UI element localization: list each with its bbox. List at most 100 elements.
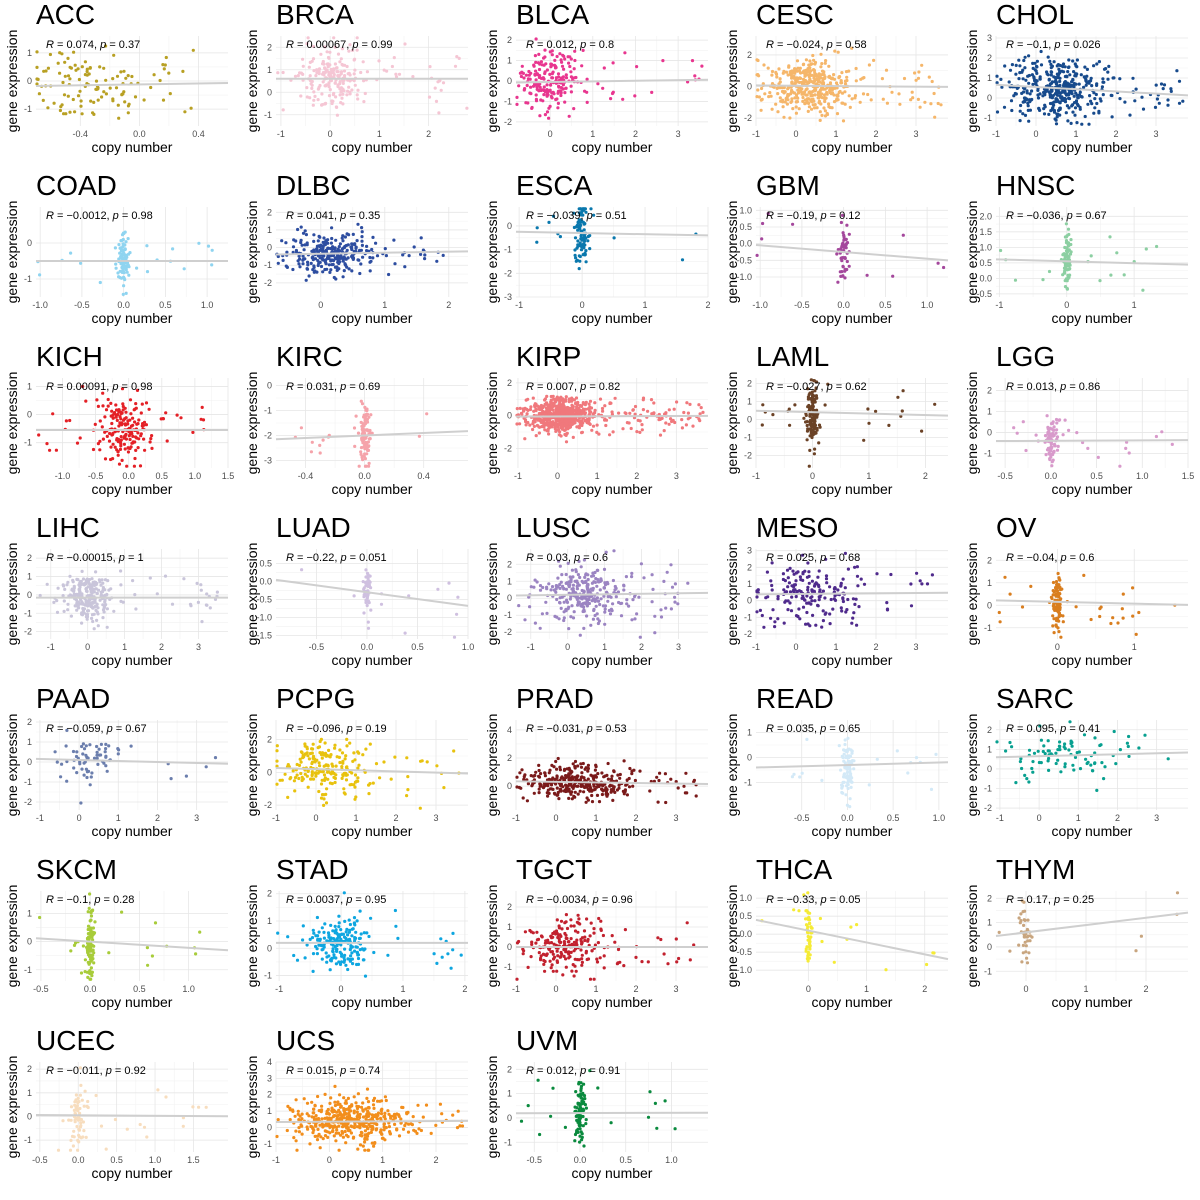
data-point: [136, 422, 140, 426]
y-tick-label: -2: [264, 431, 272, 441]
data-point: [824, 59, 828, 63]
data-point: [126, 446, 131, 450]
data-point: [437, 111, 441, 115]
data-point: [517, 604, 521, 608]
data-point: [111, 431, 115, 435]
panel-brca: BRCA -1 0 1 2 -1 0 1 2 copy number gene expression…: [240, 0, 480, 171]
data-point: [1109, 273, 1113, 277]
data-point: [347, 85, 351, 89]
data-point: [199, 583, 203, 587]
stat-p-value: = 0.12: [827, 210, 861, 222]
data-point: [580, 64, 584, 68]
data-point: [578, 419, 582, 423]
data-point: [574, 256, 578, 260]
stat-r-symbol: R: [526, 552, 534, 564]
data-point: [139, 434, 143, 438]
data-point: [117, 257, 121, 261]
data-point: [593, 401, 597, 405]
data-point: [123, 100, 127, 104]
x-tick-label: 2: [639, 642, 644, 652]
data-point: [561, 75, 565, 79]
data-point: [862, 76, 866, 80]
data-point: [566, 425, 570, 429]
x-tick-label: 2: [446, 300, 451, 310]
data-point: [869, 98, 873, 102]
data-point: [565, 405, 570, 410]
panel-title: ACC: [36, 0, 96, 30]
data-point: [757, 74, 761, 78]
data-point: [435, 259, 439, 263]
data-point: [86, 580, 90, 584]
data-point: [565, 431, 569, 435]
data-point: [680, 258, 685, 262]
data-point: [1134, 87, 1138, 91]
data-point: [631, 408, 635, 412]
data-point: [1060, 69, 1064, 73]
data-point: [116, 450, 120, 454]
data-point: [1066, 273, 1070, 277]
data-point: [558, 564, 562, 568]
points: [535, 207, 698, 271]
data-point: [682, 410, 686, 415]
data-point: [814, 88, 818, 92]
data-point: [1053, 80, 1057, 84]
data-point: [1050, 460, 1054, 464]
data-point: [835, 252, 839, 256]
data-point: [1055, 448, 1060, 452]
data-point: [809, 378, 813, 382]
data-point: [119, 599, 123, 603]
data-point: [819, 92, 824, 96]
points: [36, 230, 214, 296]
data-point: [589, 623, 593, 627]
data-point: [612, 549, 616, 553]
data-point: [819, 52, 823, 56]
data-point: [1066, 254, 1070, 258]
data-point: [1052, 617, 1056, 621]
data-point: [281, 108, 285, 112]
data-point: [101, 589, 105, 593]
data-point: [583, 403, 587, 407]
data-point: [316, 98, 320, 102]
data-point: [800, 80, 804, 84]
data-point: [1055, 115, 1059, 119]
data-point: [1022, 87, 1027, 91]
data-point: [328, 50, 332, 54]
data-point: [578, 575, 582, 580]
data-point: [794, 105, 798, 109]
data-point: [1093, 106, 1097, 110]
data-point: [557, 75, 561, 79]
data-point: [1063, 418, 1067, 422]
data-point: [1079, 73, 1083, 77]
data-point: [120, 458, 124, 462]
data-point: [866, 407, 870, 411]
data-point: [570, 587, 574, 591]
data-point: [794, 111, 798, 115]
data-point: [301, 64, 305, 68]
data-point: [813, 93, 817, 97]
data-point: [578, 259, 582, 263]
stat-p-value: = 0.51: [593, 210, 627, 222]
data-point: [548, 72, 552, 76]
data-point: [531, 396, 535, 400]
y-tick-label: 0.0: [979, 273, 992, 283]
data-point: [117, 116, 121, 120]
data-point: [74, 68, 78, 72]
x-tick-label: -1: [752, 471, 760, 481]
data-point: [766, 66, 770, 70]
data-point: [520, 412, 524, 416]
data-point: [812, 419, 816, 423]
data-point: [1154, 434, 1158, 439]
gridlines: [516, 207, 709, 298]
data-point: [581, 253, 585, 257]
data-point: [339, 101, 343, 105]
data-point: [1017, 58, 1021, 62]
data-point: [66, 74, 71, 78]
data-point: [630, 575, 634, 579]
data-point: [1081, 440, 1085, 445]
data-point: [1104, 67, 1108, 71]
data-point: [623, 411, 627, 415]
data-point: [808, 427, 813, 432]
data-point: [585, 604, 589, 608]
y-tick-label: -0.5: [256, 594, 272, 604]
data-point: [806, 622, 810, 626]
